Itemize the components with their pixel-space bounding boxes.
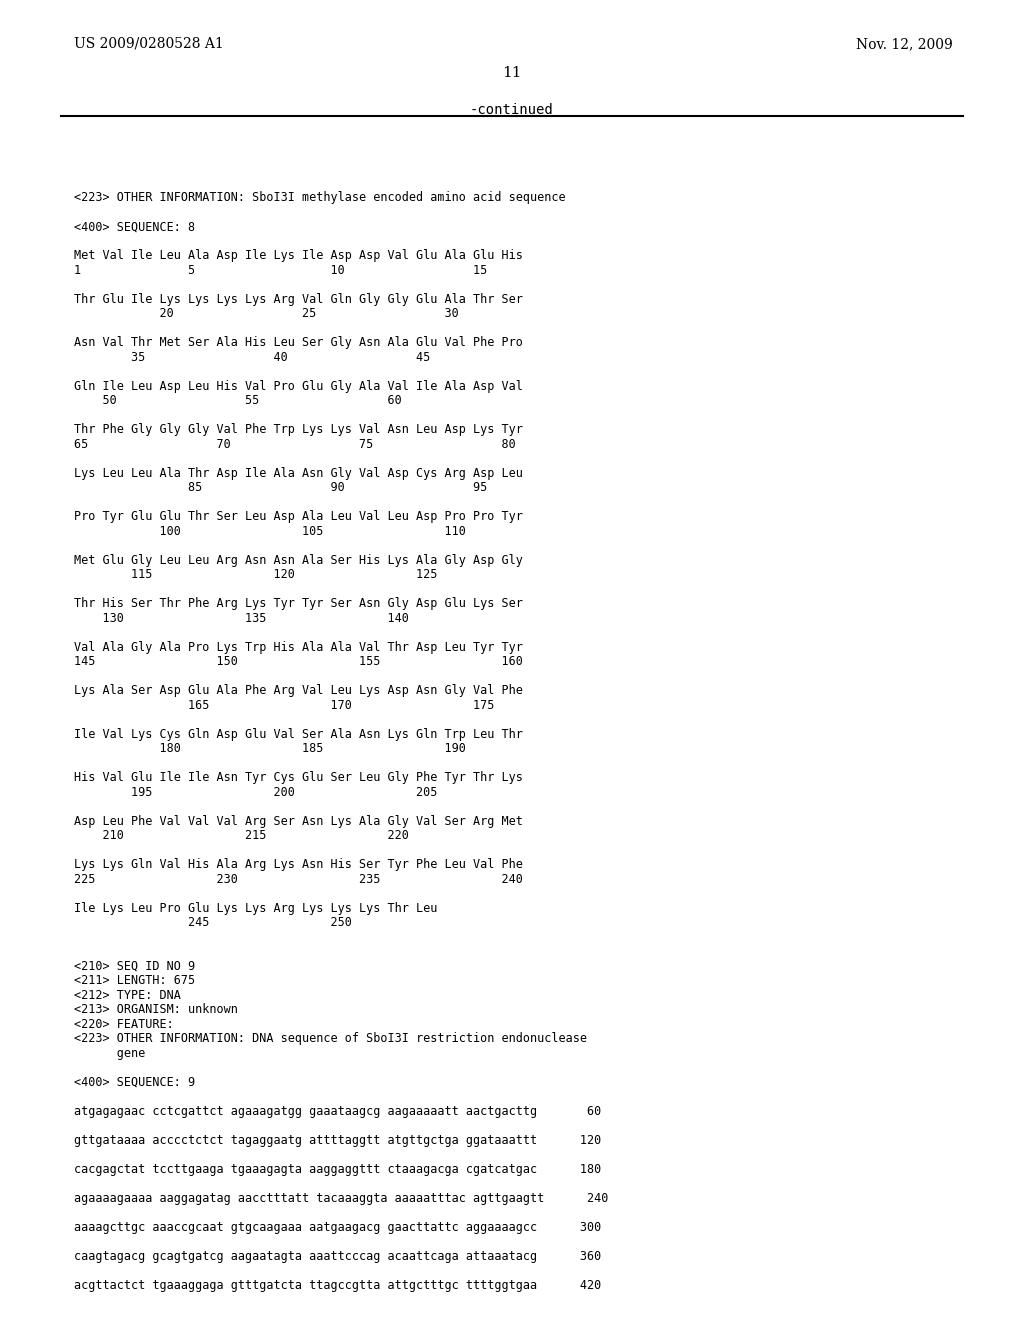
Text: agaaaagaaaa aaggagatag aacctttatt tacaaaggta aaaaatttac agttgaagtt      240: agaaaagaaaa aaggagatag aacctttatt tacaaa… xyxy=(74,1192,608,1205)
Text: US 2009/0280528 A1: US 2009/0280528 A1 xyxy=(74,37,223,51)
Text: 85                  90                  95: 85 90 95 xyxy=(74,482,487,495)
Text: Thr Glu Ile Lys Lys Lys Lys Arg Val Gln Gly Gly Glu Ala Thr Ser: Thr Glu Ile Lys Lys Lys Lys Arg Val Gln … xyxy=(74,293,522,306)
Text: atgagagaac cctcgattct agaaagatgg gaaataagcg aagaaaaatt aactgacttg       60: atgagagaac cctcgattct agaaagatgg gaaataa… xyxy=(74,1105,601,1118)
Text: His Val Glu Ile Ile Asn Tyr Cys Glu Ser Leu Gly Phe Tyr Thr Lys: His Val Glu Ile Ile Asn Tyr Cys Glu Ser … xyxy=(74,771,522,784)
Text: Pro Tyr Glu Glu Thr Ser Leu Asp Ala Leu Val Leu Asp Pro Pro Tyr: Pro Tyr Glu Glu Thr Ser Leu Asp Ala Leu … xyxy=(74,511,522,524)
Text: Val Ala Gly Ala Pro Lys Trp His Ala Ala Val Thr Asp Leu Tyr Tyr: Val Ala Gly Ala Pro Lys Trp His Ala Ala … xyxy=(74,642,522,653)
Text: 65                  70                  75                  80: 65 70 75 80 xyxy=(74,438,515,451)
Text: -continued: -continued xyxy=(470,103,554,117)
Text: 130                 135                 140: 130 135 140 xyxy=(74,612,409,624)
Text: 225                 230                 235                 240: 225 230 235 240 xyxy=(74,873,522,886)
Text: <400> SEQUENCE: 8: <400> SEQUENCE: 8 xyxy=(74,220,195,234)
Text: Thr His Ser Thr Phe Arg Lys Tyr Tyr Ser Asn Gly Asp Glu Lys Ser: Thr His Ser Thr Phe Arg Lys Tyr Tyr Ser … xyxy=(74,598,522,610)
Text: <213> ORGANISM: unknown: <213> ORGANISM: unknown xyxy=(74,1003,238,1016)
Text: Met Val Ile Leu Ala Asp Ile Lys Ile Asp Asp Val Glu Ala Glu His: Met Val Ile Leu Ala Asp Ile Lys Ile Asp … xyxy=(74,249,522,263)
Text: Lys Ala Ser Asp Glu Ala Phe Arg Val Leu Lys Asp Asn Gly Val Phe: Lys Ala Ser Asp Glu Ala Phe Arg Val Leu … xyxy=(74,684,522,697)
Text: Met Glu Gly Leu Leu Arg Asn Asn Ala Ser His Lys Ala Gly Asp Gly: Met Glu Gly Leu Leu Arg Asn Asn Ala Ser … xyxy=(74,554,522,566)
Text: Asn Val Thr Met Ser Ala His Leu Ser Gly Asn Ala Glu Val Phe Pro: Asn Val Thr Met Ser Ala His Leu Ser Gly … xyxy=(74,337,522,350)
Text: 50                  55                  60: 50 55 60 xyxy=(74,395,401,408)
Text: <220> FEATURE:: <220> FEATURE: xyxy=(74,1018,173,1031)
Text: aaaagcttgc aaaccgcaat gtgcaagaaa aatgaagacg gaacttattc aggaaaagcc      300: aaaagcttgc aaaccgcaat gtgcaagaaa aatgaag… xyxy=(74,1221,601,1234)
Text: 11: 11 xyxy=(502,66,522,81)
Text: Asp Leu Phe Val Val Val Arg Ser Asn Lys Ala Gly Val Ser Arg Met: Asp Leu Phe Val Val Val Arg Ser Asn Lys … xyxy=(74,814,522,828)
Text: Lys Lys Gln Val His Ala Arg Lys Asn His Ser Tyr Phe Leu Val Phe: Lys Lys Gln Val His Ala Arg Lys Asn His … xyxy=(74,858,522,871)
Text: 165                 170                 175: 165 170 175 xyxy=(74,698,495,711)
Text: Gln Ile Leu Asp Leu His Val Pro Glu Gly Ala Val Ile Ala Asp Val: Gln Ile Leu Asp Leu His Val Pro Glu Gly … xyxy=(74,380,522,393)
Text: 195                 200                 205: 195 200 205 xyxy=(74,785,437,799)
Text: gttgataaaa acccctctct tagaggaatg attttaggtt atgttgctga ggataaattt      120: gttgataaaa acccctctct tagaggaatg attttag… xyxy=(74,1134,601,1147)
Text: <223> OTHER INFORMATION: DNA sequence of SboI3I restriction endonuclease: <223> OTHER INFORMATION: DNA sequence of… xyxy=(74,1032,587,1045)
Text: acgttactct tgaaaggaga gtttgatcta ttagccgtta attgctttgc ttttggtgaa      420: acgttactct tgaaaggaga gtttgatcta ttagccg… xyxy=(74,1279,601,1292)
Text: <212> TYPE: DNA: <212> TYPE: DNA xyxy=(74,989,180,1002)
Text: caagtagacg gcagtgatcg aagaatagta aaattcccag acaattcaga attaaatacg      360: caagtagacg gcagtgatcg aagaatagta aaattcc… xyxy=(74,1250,601,1263)
Text: <210> SEQ ID NO 9: <210> SEQ ID NO 9 xyxy=(74,960,195,973)
Text: 1               5                   10                  15: 1 5 10 15 xyxy=(74,264,487,277)
Text: 20                  25                  30: 20 25 30 xyxy=(74,308,459,321)
Text: 115                 120                 125: 115 120 125 xyxy=(74,569,437,581)
Text: <223> OTHER INFORMATION: SboI3I methylase encoded amino acid sequence: <223> OTHER INFORMATION: SboI3I methylas… xyxy=(74,191,565,205)
Text: cacgagctat tccttgaaga tgaaagagta aaggaggttt ctaaagacga cgatcatgac      180: cacgagctat tccttgaaga tgaaagagta aaggagg… xyxy=(74,1163,601,1176)
Text: 145                 150                 155                 160: 145 150 155 160 xyxy=(74,656,522,668)
Text: Ile Lys Leu Pro Glu Lys Lys Arg Lys Lys Lys Thr Leu: Ile Lys Leu Pro Glu Lys Lys Arg Lys Lys … xyxy=(74,902,437,915)
Text: 245                 250: 245 250 xyxy=(74,916,351,929)
Text: <400> SEQUENCE: 9: <400> SEQUENCE: 9 xyxy=(74,1076,195,1089)
Text: 210                 215                 220: 210 215 220 xyxy=(74,829,409,842)
Text: Nov. 12, 2009: Nov. 12, 2009 xyxy=(856,37,952,51)
Text: 100                 105                 110: 100 105 110 xyxy=(74,525,466,539)
Text: 35                  40                  45: 35 40 45 xyxy=(74,351,430,364)
Text: Thr Phe Gly Gly Gly Val Phe Trp Lys Lys Val Asn Leu Asp Lys Tyr: Thr Phe Gly Gly Gly Val Phe Trp Lys Lys … xyxy=(74,424,522,437)
Text: <211> LENGTH: 675: <211> LENGTH: 675 xyxy=(74,974,195,987)
Text: gene: gene xyxy=(74,1047,145,1060)
Text: Lys Leu Leu Ala Thr Asp Ile Ala Asn Gly Val Asp Cys Arg Asp Leu: Lys Leu Leu Ala Thr Asp Ile Ala Asn Gly … xyxy=(74,467,522,480)
Text: 180                 185                 190: 180 185 190 xyxy=(74,742,466,755)
Text: Ile Val Lys Cys Gln Asp Glu Val Ser Ala Asn Lys Gln Trp Leu Thr: Ile Val Lys Cys Gln Asp Glu Val Ser Ala … xyxy=(74,727,522,741)
